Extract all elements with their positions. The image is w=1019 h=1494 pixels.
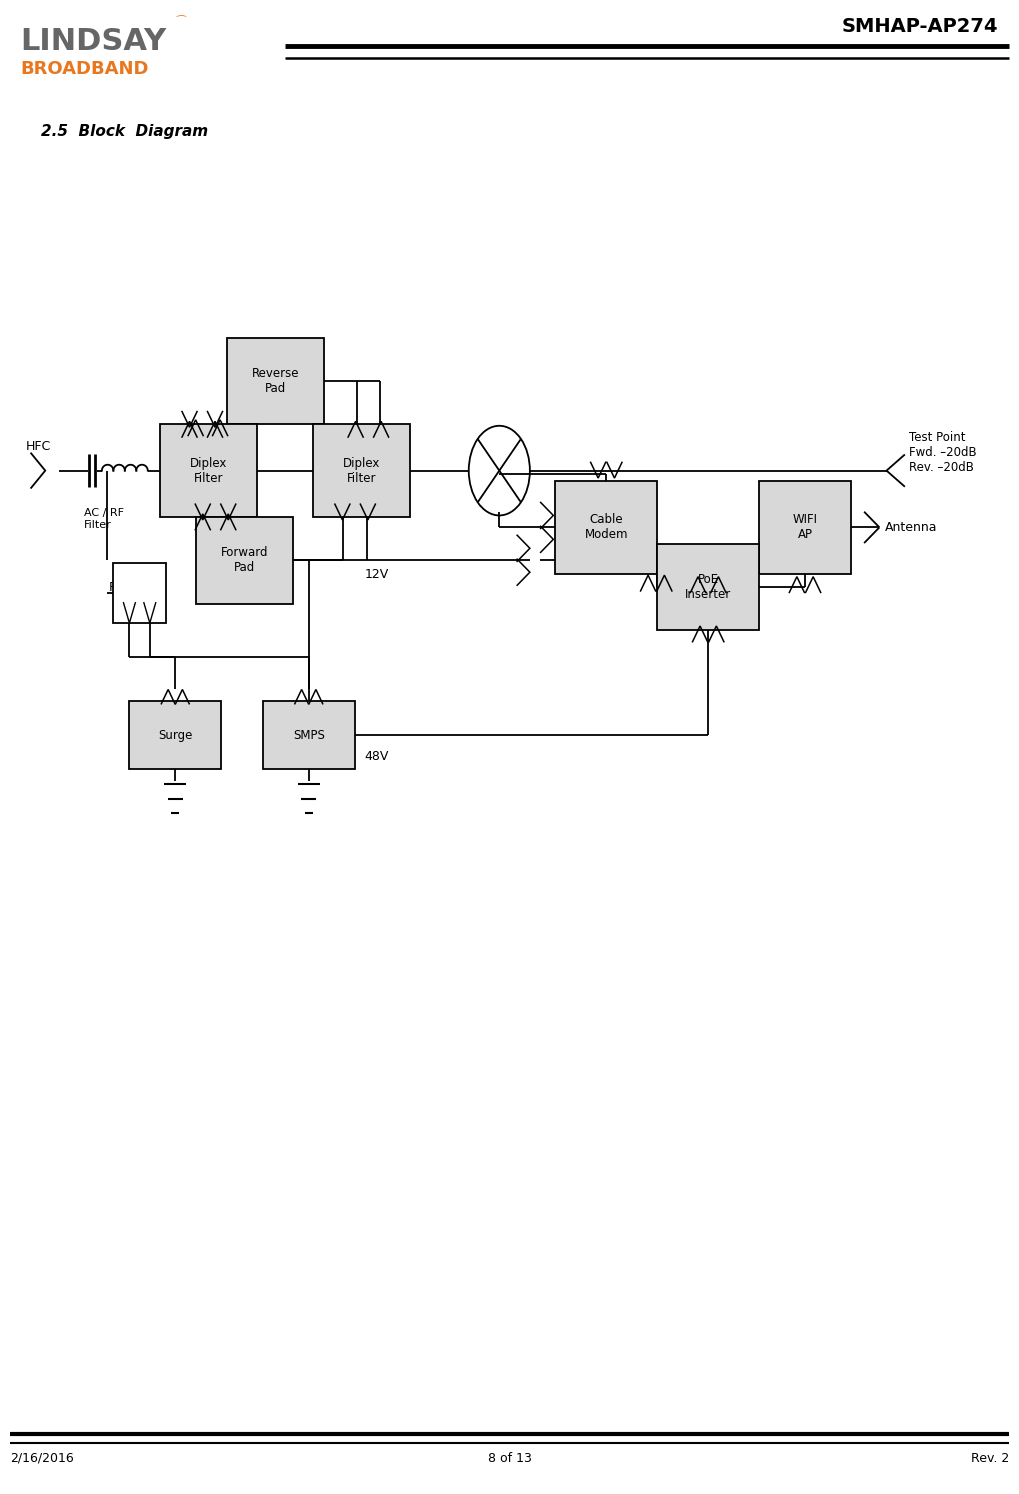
Text: HFC: HFC [25,441,51,453]
Text: WIFI
AP: WIFI AP [793,514,817,541]
Text: PD1: PD1 [109,581,135,593]
Text: 2/16/2016: 2/16/2016 [10,1452,74,1464]
Text: 2.5  Block  Diagram: 2.5 Block Diagram [41,124,208,139]
Text: Rev. 2: Rev. 2 [970,1452,1009,1464]
Bar [263,702,355,768]
Text: Cable
Modem: Cable Modem [585,514,628,541]
Bar [113,563,166,623]
Bar [555,481,657,574]
Text: Diplex
Filter: Diplex Filter [191,457,227,484]
Bar [313,424,410,517]
Bar [226,338,324,424]
Bar [196,517,293,604]
Text: Forward
Pad: Forward Pad [221,547,268,574]
Text: ⁀: ⁀ [177,18,185,27]
Text: LINDSAY: LINDSAY [20,27,166,57]
Text: PoE
Inserter: PoE Inserter [685,574,732,601]
Text: Reverse
Pad: Reverse Pad [252,368,299,394]
Text: Antenna: Antenna [884,521,937,533]
Text: BROADBAND: BROADBAND [20,60,149,78]
Text: AC / RF
Filter: AC / RF Filter [84,508,123,529]
Text: 8 of 13: 8 of 13 [487,1452,532,1464]
Text: SMPS: SMPS [292,729,325,741]
Bar [160,424,257,517]
Bar [759,481,851,574]
Text: 12V: 12V [365,568,389,581]
Text: Test Point
Fwd. –20dB
Rev. –20dB: Test Point Fwd. –20dB Rev. –20dB [909,432,976,474]
Bar [129,702,221,768]
Text: Surge: Surge [158,729,193,741]
Text: 48V: 48V [365,750,389,763]
Bar [657,544,759,630]
Text: Diplex
Filter: Diplex Filter [343,457,380,484]
Text: SMHAP-AP274: SMHAP-AP274 [842,18,999,36]
